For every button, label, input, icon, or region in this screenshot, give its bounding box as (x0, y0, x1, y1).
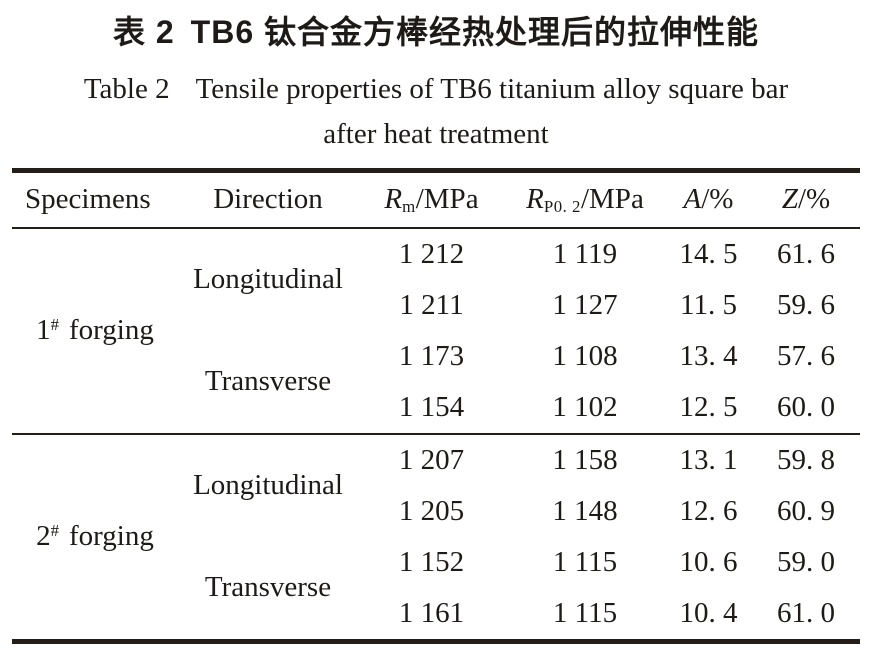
elongation-value: 14. 5 (679, 237, 738, 270)
table-title-cn-text: TB6 钛合金方棒经热处理后的拉伸性能 (190, 14, 760, 50)
header-direction: Direction (178, 170, 358, 229)
rp02-value: 1 158 (552, 443, 618, 476)
hash-superscript: # (50, 520, 60, 540)
reduction-value: 60. 0 (777, 390, 835, 423)
specimen-number: 2 (36, 520, 51, 552)
rm-unit: /MPa (415, 182, 479, 215)
specimen-cell-1: 1# forging (12, 228, 178, 434)
table-row: 1 211 1 127 11. 5 59. 6 (12, 280, 860, 331)
reduction-value: 59. 0 (777, 545, 835, 578)
table-row: 1# forging Longitudinal 1 212 1 119 14. 5… (12, 228, 860, 347)
specimen-cell-2: 2# forging (12, 434, 178, 642)
header-specimens: Specimens (12, 170, 178, 229)
table-title-chinese: 表 2 TB6 钛合金方棒经热处理后的拉伸性能 (0, 0, 872, 56)
reduction-value: 59. 6 (777, 288, 835, 321)
rp02-unit: /MPa (580, 182, 644, 215)
rm-value: 1 173 (398, 339, 465, 372)
rm-value: 1 154 (398, 390, 465, 423)
hash-superscript: # (50, 314, 60, 334)
elongation-value: 10. 6 (679, 545, 738, 578)
tensile-properties-table: Specimens Direction Rm/MPa RP0. 2/MPa A/… (12, 168, 860, 644)
reduction-value: 61. 0 (777, 596, 835, 629)
header-rm: Rm/MPa (358, 170, 505, 229)
specimen-name: forging (69, 314, 154, 346)
header-elongation: A/% (665, 170, 752, 229)
table-number-en: Table 2 (83, 73, 170, 105)
a-unit: /% (701, 183, 734, 216)
rp02-value: 1 148 (552, 494, 618, 527)
rm-value: 1 212 (398, 237, 465, 270)
table-row: Transverse 1 173 1 108 13. 4 57. 6 (12, 331, 860, 398)
rm-value: 1 161 (398, 596, 465, 629)
elongation-value: 13. 4 (679, 339, 738, 372)
reduction-value: 60. 9 (777, 494, 835, 527)
table-row: 2# forging Longitudinal 1 207 1 158 13. 1… (12, 434, 860, 553)
elongation-value: 11. 5 (680, 288, 737, 321)
direction-cell-transverse: Transverse (204, 365, 332, 397)
table-row: 1 161 1 115 10. 4 61. 0 (12, 588, 860, 642)
z-unit: /% (797, 183, 831, 216)
elongation-value: 12. 5 (679, 390, 738, 423)
header-rp02: RP0. 2/MPa (505, 170, 665, 229)
reduction-value: 61. 6 (777, 237, 835, 270)
elongation-value: 13. 1 (679, 443, 738, 476)
table-header: Specimens Direction Rm/MPa RP0. 2/MPa A/… (12, 170, 860, 229)
rp02-value: 1 127 (552, 288, 618, 321)
rm-subscript: m (402, 196, 416, 216)
table-number-cn: 表 2 (112, 14, 175, 50)
table-caption-english: Table 2 Tensile properties of TB6 titaniu… (0, 68, 872, 110)
reduction-value: 59. 8 (777, 443, 835, 476)
direction-cell-longitudinal: Longitudinal (193, 469, 343, 501)
rp02-value: 1 102 (552, 390, 618, 423)
specimen-name: forging (69, 520, 154, 552)
rm-value: 1 211 (399, 288, 464, 321)
group-forging-1: 1# forging Longitudinal 1 212 1 119 14. 5… (12, 228, 860, 434)
rp02-value: 1 115 (552, 596, 618, 629)
group-forging-2: 2# forging Longitudinal 1 207 1 158 13. 1… (12, 434, 860, 642)
rm-value: 1 205 (398, 494, 465, 527)
table-row: Transverse 1 152 1 115 10. 6 59. 0 (12, 537, 860, 604)
rp02-value: 1 119 (552, 237, 618, 270)
table-caption-en-line2: after heat treatment (323, 118, 549, 150)
table-row: 1 154 1 102 12. 5 60. 0 (12, 382, 860, 434)
table-row: 1 205 1 148 12. 6 60. 9 (12, 486, 860, 537)
rp02-symbol: R (526, 182, 544, 215)
z-symbol: Z (781, 183, 798, 216)
rm-value: 1 152 (398, 545, 465, 578)
rm-symbol: R (384, 182, 403, 215)
elongation-value: 10. 4 (679, 596, 738, 629)
rp02-value: 1 108 (552, 339, 618, 372)
specimen-number: 1 (36, 314, 51, 346)
rp02-value: 1 115 (552, 545, 618, 578)
direction-cell-transverse: Transverse (204, 571, 332, 603)
header-reduction: Z/% (752, 170, 860, 229)
rm-value: 1 207 (398, 443, 465, 476)
direction-cell-longitudinal: Longitudinal (193, 263, 343, 295)
rp02-subscript: P0. 2 (543, 196, 581, 216)
a-symbol: A (683, 183, 702, 216)
table-caption-en-line1: Tensile properties of TB6 titanium alloy… (195, 73, 789, 105)
elongation-value: 12. 6 (679, 494, 738, 527)
reduction-value: 57. 6 (777, 339, 835, 372)
header-row: Specimens Direction Rm/MPa RP0. 2/MPa A/… (12, 170, 860, 229)
